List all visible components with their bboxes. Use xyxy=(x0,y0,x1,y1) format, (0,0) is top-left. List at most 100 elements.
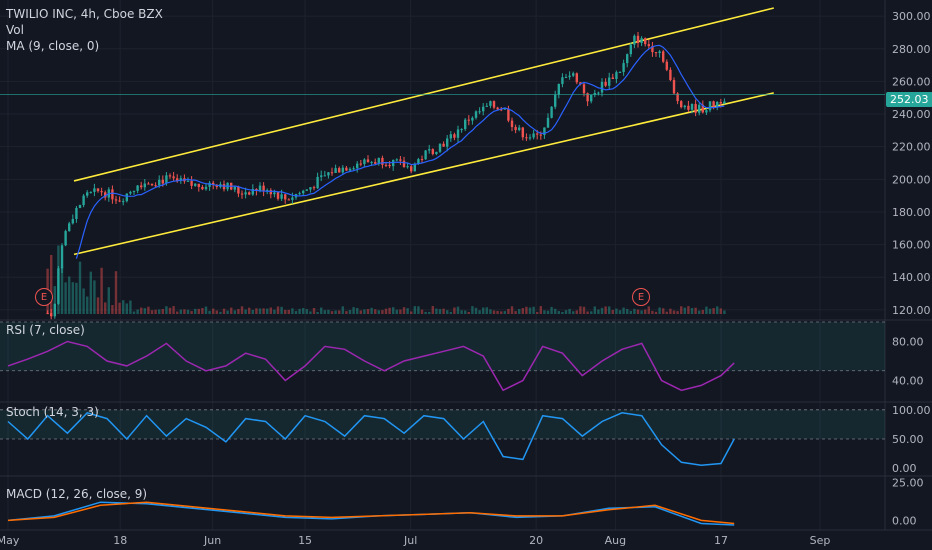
stoch-band xyxy=(0,409,885,439)
candle-body xyxy=(521,127,525,138)
candle-body xyxy=(662,51,665,62)
candle-body xyxy=(204,186,208,190)
volume-bar xyxy=(147,306,150,314)
candle-body xyxy=(201,186,204,190)
candle-body xyxy=(651,46,654,53)
candle-body xyxy=(708,101,712,111)
candle-body xyxy=(176,178,179,181)
volume-bar xyxy=(78,261,82,314)
stoch-panel[interactable] xyxy=(0,409,885,467)
candle-body xyxy=(561,77,564,84)
stoch-tick-label: 100.00 xyxy=(892,404,931,417)
rsi-panel[interactable] xyxy=(0,321,885,392)
volume-label[interactable]: Vol xyxy=(6,23,24,37)
volume-bar xyxy=(327,309,330,314)
x-tick-label: Sep xyxy=(810,534,831,547)
volume-bar xyxy=(417,306,420,314)
volume-bar xyxy=(68,276,71,314)
volume-bar xyxy=(129,300,132,314)
volume-bar xyxy=(204,306,208,314)
volume-bar xyxy=(654,311,658,314)
volume-bar xyxy=(676,311,679,314)
symbol-title[interactable]: TWILIO INC, 4h, Cboe BZX xyxy=(6,7,163,21)
volume-bar xyxy=(255,308,258,314)
volume-bar xyxy=(564,310,568,314)
y-tick-label: 280.00 xyxy=(892,43,931,56)
volume-bar xyxy=(158,309,161,314)
volume-bar xyxy=(636,309,640,314)
volume-bar xyxy=(615,308,618,314)
rsi-tick-label: 80.00 xyxy=(892,336,924,349)
y-tick-label: 160.00 xyxy=(892,239,931,252)
candle-body xyxy=(633,35,636,45)
candle-body xyxy=(46,313,49,315)
candle-body xyxy=(150,183,154,186)
stoch-label[interactable]: Stoch (14, 3, 3) xyxy=(6,405,99,419)
volume-bar xyxy=(586,311,589,314)
volume-bar xyxy=(100,267,103,314)
earnings-icon[interactable]: E xyxy=(632,288,650,306)
candle-body xyxy=(536,133,539,135)
volume-bar xyxy=(168,307,172,314)
volume-bar xyxy=(546,310,550,314)
volume-bar xyxy=(424,311,427,314)
volume-bar xyxy=(165,306,168,314)
x-tick-label: 17 xyxy=(714,534,728,547)
volume-bar xyxy=(680,306,683,314)
candle-body xyxy=(600,81,604,93)
volume-bar xyxy=(464,310,467,314)
volume-bar xyxy=(507,308,510,314)
volume-bar xyxy=(107,287,111,314)
volume-bar xyxy=(521,308,525,314)
candle-body xyxy=(683,105,687,108)
volume-bar xyxy=(230,307,233,314)
candle-body xyxy=(104,192,107,198)
macd-label[interactable]: MACD (12, 26, close, 9) xyxy=(6,487,148,501)
volume-bar xyxy=(118,302,121,314)
candle-body xyxy=(100,191,103,193)
volume-bar xyxy=(402,307,406,314)
candle-body xyxy=(539,134,543,136)
volume-bar xyxy=(291,308,294,314)
candle-body xyxy=(636,35,640,44)
volume-bar xyxy=(122,300,125,314)
volume-bar xyxy=(712,308,715,314)
stoch-legend: Stoch (14, 3, 3) xyxy=(6,404,99,420)
candle-body xyxy=(507,108,510,121)
candle-body xyxy=(345,167,348,171)
volume-bar xyxy=(449,311,453,314)
candle-body xyxy=(244,192,247,195)
candle-body xyxy=(251,188,255,195)
volume-bar xyxy=(273,309,276,314)
x-axis[interactable]: May 18 Jun 15 Jul 20 Aug 17 Sep xyxy=(0,534,830,547)
candle-body xyxy=(687,105,690,110)
candle-body xyxy=(647,44,651,47)
ma-label[interactable]: MA (9, close, 0) xyxy=(6,39,100,53)
candle-body xyxy=(500,109,503,111)
candle-body xyxy=(431,149,435,155)
volume-bar xyxy=(492,310,496,314)
volume-bar xyxy=(435,308,438,314)
x-tick-label: Aug xyxy=(605,534,626,547)
macd-panel[interactable] xyxy=(7,501,735,526)
candle-body xyxy=(323,175,327,177)
candle-body xyxy=(514,127,517,131)
volume-bar xyxy=(183,309,186,314)
volume-bar xyxy=(208,310,211,314)
volume-bar xyxy=(647,306,651,314)
volume-bar xyxy=(309,311,312,314)
trend-channel[interactable] xyxy=(73,7,774,256)
candle-body xyxy=(496,107,499,110)
candle-body xyxy=(388,164,391,167)
y-axis[interactable]: 300.00 280.00 260.00 240.00 220.00 200.00 180.… xyxy=(892,10,931,527)
y-tick-label: 140.00 xyxy=(892,271,931,284)
earnings-icon[interactable]: E xyxy=(35,288,53,306)
candle-body xyxy=(597,92,600,94)
candle-body xyxy=(460,129,463,131)
volume-bar xyxy=(590,311,593,314)
volume-bar xyxy=(701,309,705,314)
rsi-label[interactable]: RSI (7, close) xyxy=(6,323,85,337)
volume-bar xyxy=(60,266,64,314)
macd-tick-label: 0.00 xyxy=(892,514,917,527)
